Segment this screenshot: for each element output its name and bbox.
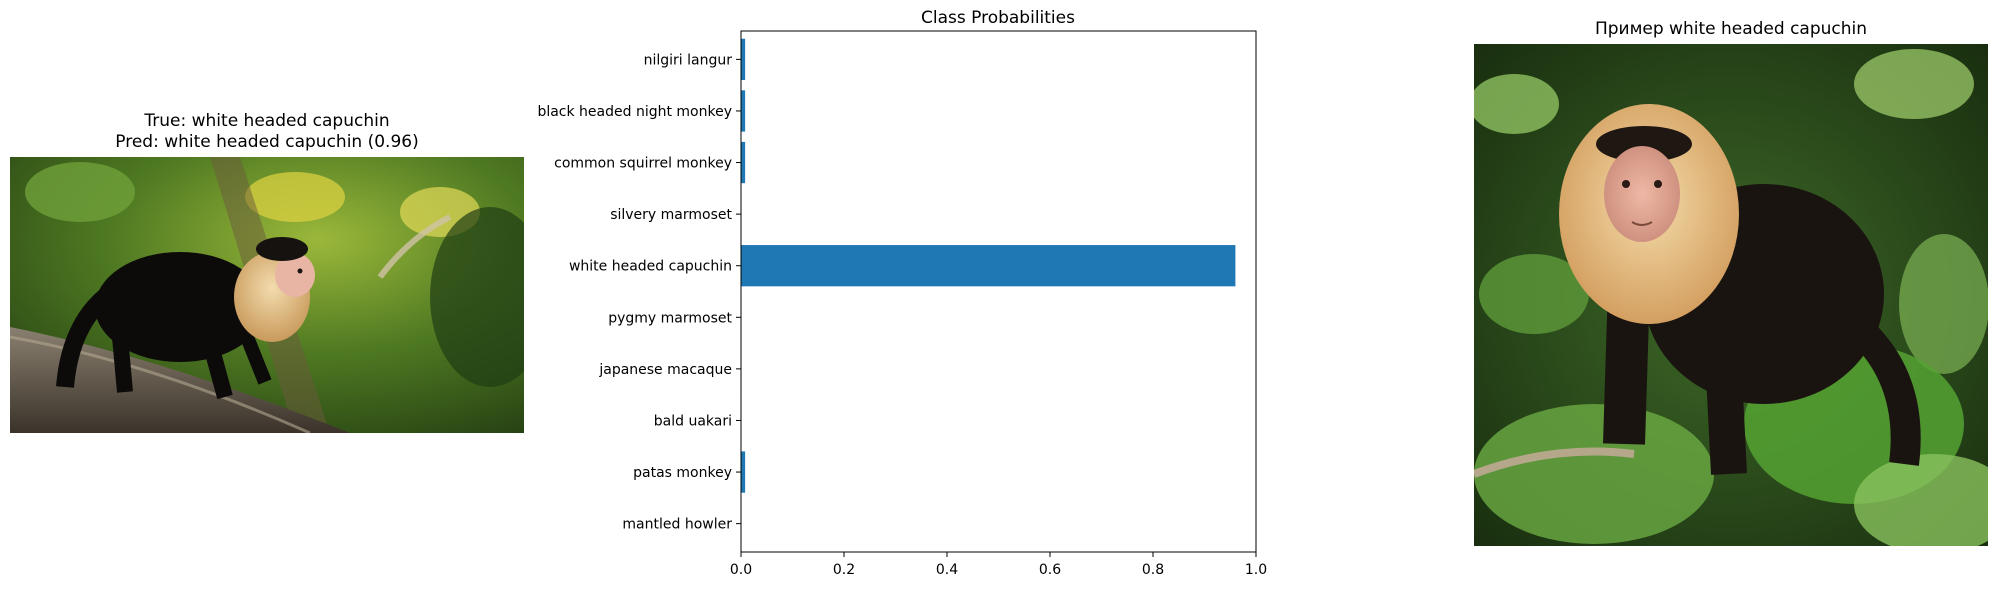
y-tick-label: common squirrel monkey xyxy=(554,156,732,172)
x-tick-label: 0.8 xyxy=(1142,562,1164,578)
y-tick-label: pygmy marmoset xyxy=(608,310,732,326)
x-tick-label: 0.6 xyxy=(1039,562,1061,578)
y-tick-label: white headed capuchin xyxy=(569,259,732,275)
chart-title: Class Probabilities xyxy=(921,8,1075,28)
input-monkey-photo xyxy=(10,157,524,433)
bar-white-headed-capuchin xyxy=(741,245,1236,287)
chart-frame xyxy=(740,30,1257,553)
x-tick-label: 0.4 xyxy=(936,562,958,578)
prediction-true-label: True: white headed capuchin xyxy=(144,111,390,131)
bar-nilgiri-langur xyxy=(741,38,746,81)
y-tick-label: silvery marmoset xyxy=(610,207,732,223)
bar-common-squirrel-monkey xyxy=(741,141,746,184)
example-monkey-photo xyxy=(1474,44,1988,546)
bar-black-headed-night-monkey xyxy=(741,90,746,132)
y-tick-label: nilgiri langur xyxy=(644,52,733,68)
prediction-pred-label: Pred: white headed capuchin (0.96) xyxy=(115,132,419,152)
x-tick-label: 1.0 xyxy=(1245,562,1267,578)
bar-patas-monkey xyxy=(741,451,746,493)
example-title: Пример white headed capuchin xyxy=(1594,19,1868,39)
y-tick-label: patas monkey xyxy=(633,465,732,481)
y-tick-label: mantled howler xyxy=(622,517,732,533)
chart-plot-area: mantled howler patas monkey bald uakari jap… xyxy=(537,30,1267,578)
x-tick-label: 0.2 xyxy=(833,562,855,578)
y-tick-label: japanese macaque xyxy=(598,362,732,378)
x-tick-label: 0.0 xyxy=(730,562,752,578)
y-tick-label: black headed night monkey xyxy=(537,104,732,120)
y-tick-label: bald uakari xyxy=(654,413,732,429)
